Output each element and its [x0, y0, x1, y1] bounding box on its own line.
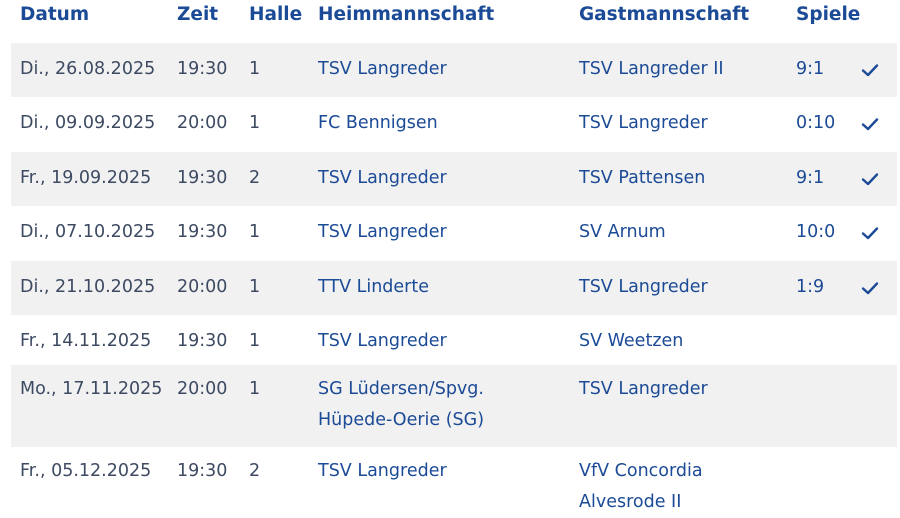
table-row[interactable]: Di., 07.10.2025 19:30 1 TSV Langreder SV… — [11, 206, 897, 261]
guest-team-link[interactable]: SV Weetzen — [579, 331, 684, 351]
cell-datum: Fr., 14.11.2025 — [20, 331, 152, 351]
home-team-link[interactable]: TSV Langreder — [318, 222, 447, 242]
guest-team-link[interactable]: TSV Langreder — [579, 379, 708, 399]
checkmark-icon — [859, 222, 881, 244]
header-datum[interactable]: Datum — [20, 4, 90, 25]
match-score-link[interactable]: 1:9 — [796, 277, 825, 297]
header-zeit[interactable]: Zeit — [177, 4, 219, 25]
cell-datum: Di., 07.10.2025 — [20, 222, 156, 242]
cell-datum: Mo., 17.11.2025 — [20, 379, 163, 399]
match-score-link[interactable]: 0:10 — [796, 113, 836, 133]
cell-zeit: 20:00 — [177, 113, 228, 133]
header-spiele[interactable]: Spiele — [796, 4, 861, 25]
cell-halle: 1 — [249, 222, 261, 242]
cell-halle: 2 — [249, 168, 261, 188]
cell-halle: 1 — [249, 379, 261, 399]
checkmark-icon — [859, 168, 881, 190]
cell-halle: 2 — [249, 461, 261, 481]
guest-team-link[interactable]: VfV Concordia Alvesrode II — [579, 461, 703, 512]
guest-team-link[interactable]: TSV Langreder — [579, 113, 708, 133]
table-row[interactable]: Fr., 14.11.2025 19:30 1 TSV Langreder SV… — [11, 315, 897, 365]
home-team-link[interactable]: SG Lüdersen/Spvg. Hüpede-Oerie (SG) — [318, 379, 485, 430]
cell-halle: 1 — [249, 59, 261, 79]
header-halle[interactable]: Halle — [249, 4, 303, 25]
guest-team-link[interactable]: TSV Langreder II — [579, 59, 724, 79]
cell-halle: 1 — [249, 331, 261, 351]
cell-datum: Di., 26.08.2025 — [20, 59, 156, 79]
table-header: Datum Zeit Halle Heimmannschaft Gastmann… — [0, 0, 900, 40]
match-score-link[interactable]: 10:0 — [796, 222, 836, 242]
home-team-link[interactable]: FC Bennigsen — [318, 113, 438, 133]
table-row[interactable]: Fr., 19.09.2025 19:30 2 TSV Langreder TS… — [11, 152, 897, 206]
cell-zeit: 19:30 — [177, 168, 228, 188]
guest-team-link[interactable]: TSV Pattensen — [579, 168, 706, 188]
home-team-link[interactable]: TSV Langreder — [318, 461, 447, 481]
guest-team-link[interactable]: TSV Langreder — [579, 277, 708, 297]
cell-zeit: 19:30 — [177, 461, 228, 481]
match-score-link[interactable]: 9:1 — [796, 59, 825, 79]
cell-datum: Di., 21.10.2025 — [20, 277, 156, 297]
checkmark-icon — [859, 59, 881, 81]
cell-datum: Di., 09.09.2025 — [20, 113, 156, 133]
cell-zeit: 20:00 — [177, 277, 228, 297]
guest-team-link[interactable]: SV Arnum — [579, 222, 666, 242]
home-team-link[interactable]: TSV Langreder — [318, 331, 447, 351]
match-score-link[interactable]: 9:1 — [796, 168, 825, 188]
header-heimmannschaft[interactable]: Heimmannschaft — [318, 4, 495, 25]
home-team-link[interactable]: TSV Langreder — [318, 59, 447, 79]
cell-datum: Fr., 05.12.2025 — [20, 461, 152, 481]
table-row[interactable]: Di., 26.08.2025 19:30 1 TSV Langreder TS… — [11, 43, 897, 97]
table-row[interactable]: Mo., 17.11.2025 20:00 1 SG Lüdersen/Spvg… — [11, 365, 897, 447]
cell-zeit: 19:30 — [177, 222, 228, 242]
cell-zeit: 20:00 — [177, 379, 228, 399]
cell-zeit: 19:30 — [177, 59, 228, 79]
header-gastmannschaft[interactable]: Gastmannschaft — [579, 4, 750, 25]
checkmark-icon — [859, 277, 881, 299]
cell-halle: 1 — [249, 113, 261, 133]
table-row[interactable]: Di., 21.10.2025 20:00 1 TTV Linderte TSV… — [11, 261, 897, 315]
checkmark-icon — [859, 113, 881, 135]
home-team-link[interactable]: TTV Linderte — [318, 277, 430, 297]
table-row[interactable]: Fr., 05.12.2025 19:30 2 TSV Langreder Vf… — [11, 447, 897, 516]
home-team-link[interactable]: TSV Langreder — [318, 168, 447, 188]
table-row[interactable]: Di., 09.09.2025 20:00 1 FC Bennigsen TSV… — [11, 97, 897, 152]
cell-datum: Fr., 19.09.2025 — [20, 168, 152, 188]
cell-zeit: 19:30 — [177, 331, 228, 351]
cell-halle: 1 — [249, 277, 261, 297]
